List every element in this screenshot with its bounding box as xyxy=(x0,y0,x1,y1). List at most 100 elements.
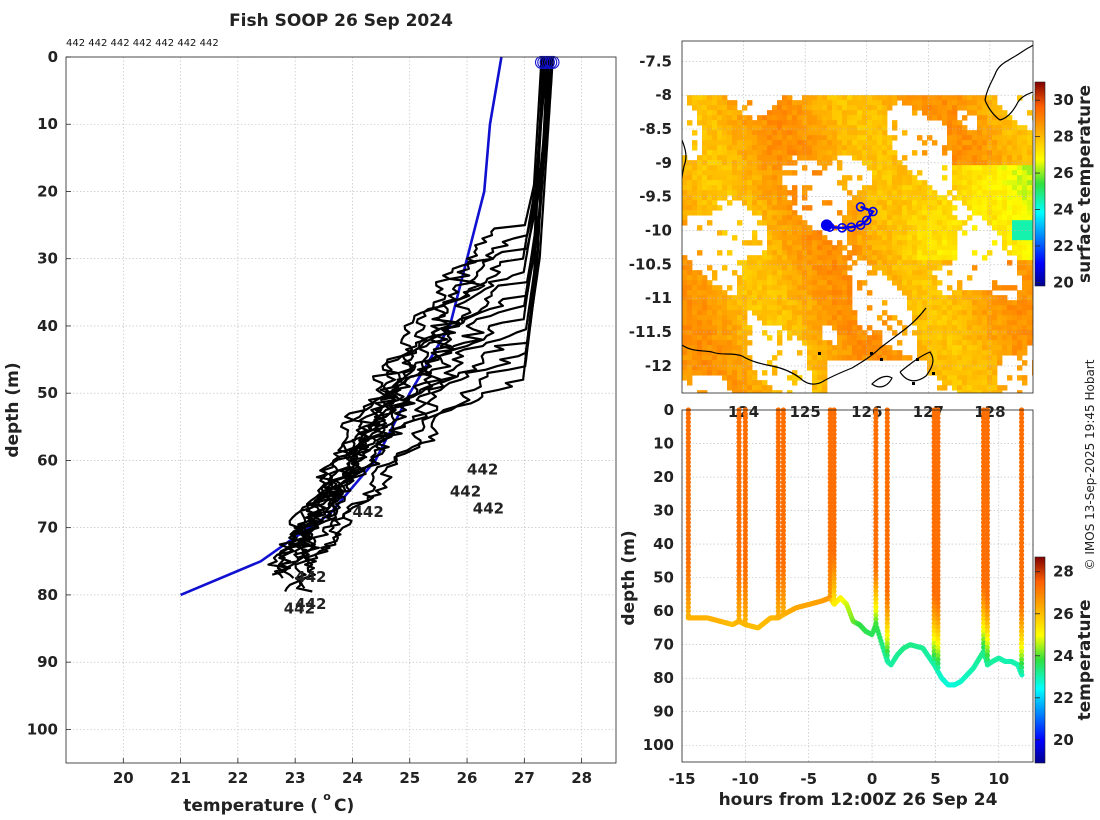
sst-cell xyxy=(732,305,738,311)
cast-point xyxy=(685,455,691,461)
sst-cell xyxy=(687,175,693,181)
sst-cell xyxy=(727,355,733,361)
cast-point xyxy=(736,528,742,534)
sst-cell xyxy=(922,205,928,211)
sst-cell xyxy=(917,100,923,106)
x-tick-label: 23 xyxy=(285,769,306,787)
sst-cell xyxy=(937,240,943,246)
cast-point xyxy=(931,592,937,598)
sst-cell xyxy=(742,345,748,351)
sst-cell xyxy=(1022,255,1028,261)
sst-cell xyxy=(942,325,948,331)
sst-cell xyxy=(752,385,758,391)
sst-cell xyxy=(862,95,868,101)
sst-cell xyxy=(1032,255,1033,261)
sst-cell xyxy=(1022,260,1028,266)
sst-cell xyxy=(732,350,738,356)
sst-cell xyxy=(1012,250,1018,256)
sst-cell xyxy=(937,325,943,331)
sst-cell xyxy=(982,130,988,136)
sst-cell xyxy=(702,195,708,201)
sst-cell xyxy=(697,280,703,286)
sst-cell xyxy=(732,330,738,336)
sst-cell xyxy=(1002,315,1008,321)
sst-cell xyxy=(902,155,908,161)
sst-cell xyxy=(942,195,948,201)
sst-cell xyxy=(897,230,903,236)
cast-point xyxy=(1018,544,1025,550)
sst-cell xyxy=(782,155,788,161)
sst-cell xyxy=(772,310,778,316)
sst-cell xyxy=(797,150,803,156)
cast-point xyxy=(980,467,987,473)
cast-point xyxy=(742,592,748,598)
section-gridlines xyxy=(681,409,1033,762)
sst-cell xyxy=(842,175,848,181)
cast-point xyxy=(1018,640,1025,646)
sst-cell xyxy=(872,165,878,171)
sst-cell xyxy=(1002,185,1008,191)
cast-point xyxy=(775,467,781,473)
sst-cell xyxy=(687,280,693,286)
sst-cell xyxy=(867,110,873,116)
sst-cell xyxy=(872,185,878,191)
sst-cell xyxy=(702,360,708,366)
sst-cell xyxy=(967,325,973,331)
cast-point xyxy=(984,520,990,526)
sst-cell xyxy=(967,385,973,391)
sst-cell xyxy=(767,120,773,126)
sst-cell xyxy=(1017,220,1023,226)
sst-cell xyxy=(822,200,828,206)
sst-cell xyxy=(782,95,788,101)
sst-cell xyxy=(707,295,713,301)
cast-point xyxy=(1018,612,1025,618)
sst-cell xyxy=(787,135,793,141)
sst-cell xyxy=(692,320,698,326)
sst-cell xyxy=(712,140,718,146)
sst-cell xyxy=(707,285,713,291)
sst-cell xyxy=(897,275,903,281)
sst-cell xyxy=(952,290,958,296)
sst-cell xyxy=(847,130,853,136)
sst-cell xyxy=(702,105,708,111)
sst-cell xyxy=(797,225,803,231)
sst-cell xyxy=(967,195,973,201)
sst-cell xyxy=(1007,190,1013,196)
sst-cell xyxy=(962,335,968,341)
sst-cell xyxy=(752,140,758,146)
sst-cell xyxy=(827,280,833,286)
sst-cell xyxy=(687,260,693,266)
sst-cell xyxy=(742,150,748,156)
sst-cell xyxy=(857,225,863,231)
sst-cell xyxy=(712,155,718,161)
sst-cell xyxy=(737,150,743,156)
sst-cell xyxy=(857,335,863,341)
sst-cell xyxy=(782,310,788,316)
sst-cell xyxy=(1012,245,1018,251)
sst-cell xyxy=(1022,235,1028,241)
sst-cell xyxy=(752,190,758,196)
sst-cell xyxy=(977,340,983,346)
sst-cell xyxy=(787,100,793,106)
sst-cell xyxy=(802,245,808,251)
profile-x-ticks: 20 21 22 23 24 25 26 27 28 xyxy=(113,758,592,787)
sst-cell xyxy=(862,335,868,341)
sst-cell xyxy=(682,310,688,316)
sst-cell xyxy=(702,320,708,326)
sst-cell xyxy=(757,185,763,191)
sst-cell xyxy=(1007,220,1013,226)
sst-cell xyxy=(697,190,703,196)
cast-point xyxy=(931,463,937,469)
sst-cell xyxy=(762,280,768,286)
cast-point xyxy=(980,451,987,457)
y-tick-label: 50 xyxy=(37,384,58,402)
cast-point xyxy=(931,431,937,437)
sst-cell xyxy=(752,120,758,126)
sst-cell xyxy=(792,280,798,286)
sst-cell xyxy=(712,310,718,316)
sst-cell xyxy=(1017,225,1023,231)
sst-cell xyxy=(857,355,863,361)
sst-cell xyxy=(992,195,998,201)
cast-point xyxy=(980,608,987,614)
sst-cell xyxy=(952,135,958,141)
